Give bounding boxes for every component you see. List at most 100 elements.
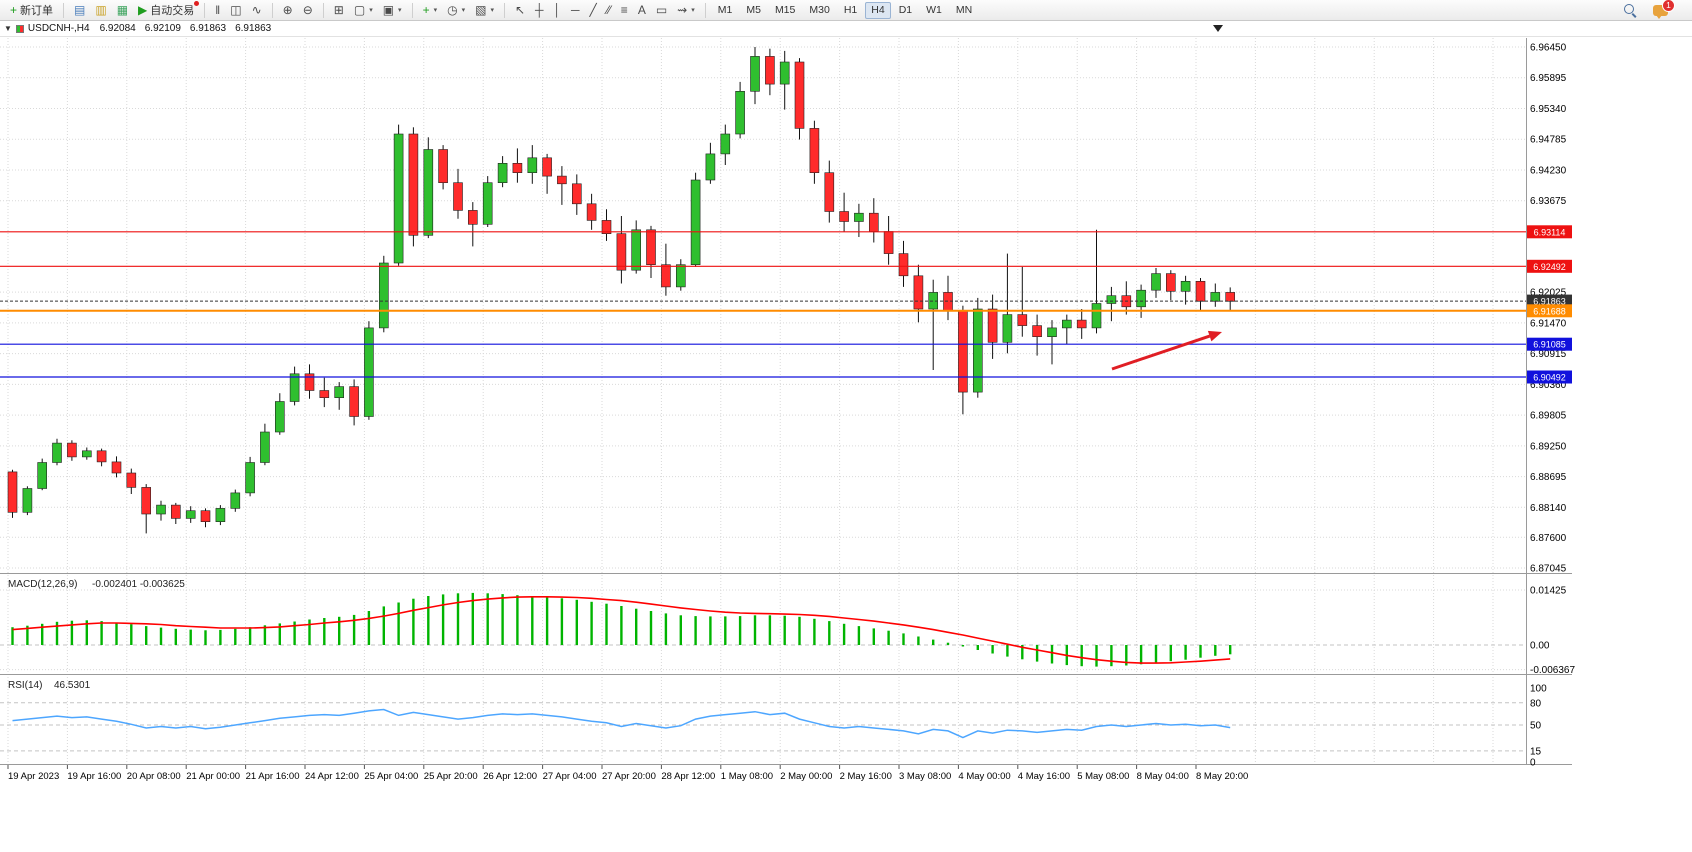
- svg-text:6.90915: 6.90915: [1530, 349, 1567, 360]
- text-icon[interactable]: A: [634, 2, 650, 18]
- profiles-icon[interactable]: ▣ ▾: [379, 2, 406, 18]
- svg-text:8 May 04:00: 8 May 04:00: [1137, 771, 1189, 782]
- new-chart-icon-glyph: ▢: [353, 3, 366, 17]
- svg-text:6.89805: 6.89805: [1530, 411, 1567, 422]
- tile-windows-icon[interactable]: ⊞: [330, 2, 348, 18]
- svg-text:24 Apr 12:00: 24 Apr 12:00: [305, 771, 359, 782]
- ohlc-low: 6.91863: [189, 23, 227, 34]
- timeframe-m15[interactable]: M15: [774, 4, 796, 16]
- horizontal-line-icon[interactable]: ─: [567, 2, 584, 18]
- chart-menu-caret-icon[interactable]: ▼: [4, 24, 12, 33]
- tile-windows-icon-glyph: ⊞: [333, 3, 344, 17]
- dropdown-caret-icon: ▾: [398, 7, 402, 14]
- svg-text:21 Apr 00:00: 21 Apr 00:00: [186, 771, 240, 782]
- rsi-label: RSI(14): [8, 680, 42, 691]
- indicators-icon[interactable]: + ▾: [419, 2, 442, 18]
- label-icon-glyph: ▭: [655, 3, 668, 17]
- autotrading-button[interactable]: ▶ 自动交易: [134, 0, 200, 20]
- new-order-button[interactable]: + 新订单: [6, 0, 57, 20]
- chart-title: USDCNH-,H4: [27, 23, 90, 34]
- time-axis[interactable]: [0, 765, 1526, 785]
- periods-icon[interactable]: ◷ ▾: [443, 2, 469, 18]
- timeframe-m1[interactable]: M1: [717, 4, 733, 16]
- ohlc-open: 6.92084: [99, 23, 136, 34]
- svg-text:0: 0: [1530, 758, 1536, 769]
- chart-bars-icon[interactable]: ‖: [211, 2, 224, 18]
- templates-icon[interactable]: ▧ ▾: [471, 2, 498, 18]
- svg-text:8 May 20:00: 8 May 20:00: [1196, 771, 1248, 782]
- new-order-button-glyph: +: [10, 3, 18, 17]
- ohlc-high: 6.92109: [144, 23, 181, 34]
- market-watch-icon[interactable]: ▤: [70, 2, 89, 18]
- svg-text:6.88140: 6.88140: [1530, 503, 1567, 514]
- svg-text:50: 50: [1530, 721, 1542, 732]
- templates-icon-glyph: ▧: [475, 3, 487, 17]
- channel-icon[interactable]: ⁄⁄: [603, 2, 615, 18]
- svg-text:6.91688: 6.91688: [1533, 306, 1566, 316]
- horizontal-line-icon-glyph: ─: [571, 3, 580, 17]
- chart-title-bar: ▼ USDCNH-,H4 6.92084 6.92109 6.91863 6.9…: [0, 21, 1692, 37]
- chart-canvas[interactable]: 6.96450 6.95895 6.95340 6.94785 6.94230 6.936…: [0, 37, 1692, 852]
- vertical-line-icon[interactable]: │: [550, 2, 566, 18]
- price-axis[interactable]: [1526, 38, 1692, 765]
- svg-text:27 Apr 20:00: 27 Apr 20:00: [602, 771, 656, 782]
- svg-text:6.94785: 6.94785: [1530, 135, 1567, 146]
- timeframe-w1[interactable]: W1: [926, 4, 942, 16]
- channel-icon-glyph: ⁄⁄: [606, 3, 611, 17]
- cursor-icon[interactable]: ↖: [511, 2, 529, 18]
- svg-text:6.91470: 6.91470: [1530, 318, 1567, 329]
- svg-text:6.87045: 6.87045: [1530, 564, 1567, 575]
- timeframe-m5[interactable]: M5: [746, 4, 761, 16]
- label-icon[interactable]: ▭: [652, 2, 671, 18]
- chat-bubble-icon: [1653, 4, 1668, 19]
- chart-bars-icon-glyph: ‖: [215, 3, 221, 17]
- scroll-to-end-marker[interactable]: [1213, 25, 1223, 32]
- timeframe-m30[interactable]: M30: [809, 4, 830, 16]
- svg-text:6.95895: 6.95895: [1530, 73, 1567, 84]
- new-chart-icon[interactable]: ▢ ▾: [350, 2, 377, 18]
- svg-text:6.90492: 6.90492: [1533, 373, 1566, 383]
- svg-text:6.91085: 6.91085: [1533, 340, 1566, 350]
- chart-line-icon-glyph: ∿: [251, 3, 262, 17]
- svg-text:19 Apr 2023: 19 Apr 2023: [8, 771, 59, 782]
- svg-text:80: 80: [1530, 698, 1542, 709]
- macd-label: MACD(12,26,9): [8, 579, 77, 590]
- autotrading-button-label: 自动交易: [150, 5, 195, 17]
- main-toolbar: + 新订单 ▤ ▥ ▦ ▶ 自动交易 ‖ ◫ ∿ ⊕ ⊖ ⊞ ▢ ▾ ▣ ▾ + ▾ ◷ ▾ ▧ ▾ ↖ ┼ │ ─ ╱ ⁄⁄ ≡ A ▭ ⇝ ▾…: [0, 0, 1692, 21]
- navigator-icon[interactable]: ▥: [91, 2, 110, 18]
- svg-text:26 Apr 12:00: 26 Apr 12:00: [483, 771, 537, 782]
- vertical-line-icon-glyph: │: [553, 3, 562, 17]
- svg-text:2 May 00:00: 2 May 00:00: [780, 771, 832, 782]
- toolbar-separator: [271, 2, 273, 18]
- zoom-out-icon-glyph: ⊖: [302, 3, 313, 17]
- svg-text:6.89250: 6.89250: [1530, 441, 1567, 452]
- svg-text:20 Apr 08:00: 20 Apr 08:00: [127, 771, 181, 782]
- indicators-icon-glyph: +: [422, 3, 430, 17]
- zoom-in-icon-glyph: ⊕: [282, 3, 293, 17]
- svg-text:-0.006367: -0.006367: [1530, 665, 1575, 676]
- notifications-button[interactable]: 1: [1653, 0, 1675, 19]
- navigator-icon-glyph: ▥: [95, 3, 107, 17]
- zoom-in-icon[interactable]: ⊕: [279, 2, 297, 18]
- macd-values: -0.002401 -0.003625: [92, 579, 185, 590]
- timeframe-d1[interactable]: D1: [898, 4, 913, 16]
- timeframe-h1[interactable]: H1: [843, 4, 858, 16]
- toolbar-separator: [63, 2, 65, 18]
- market-watch-icon-glyph: ▤: [74, 3, 86, 17]
- svg-text:0.01425: 0.01425: [1530, 586, 1567, 597]
- trendline-icon[interactable]: ╱: [586, 2, 601, 18]
- svg-text:4 May 00:00: 4 May 00:00: [958, 771, 1010, 782]
- timeframe-mn[interactable]: MN: [955, 4, 973, 16]
- svg-text:6.88695: 6.88695: [1530, 472, 1567, 483]
- fibonacci-icon[interactable]: ≡: [617, 2, 632, 18]
- terminal-icon[interactable]: ▦: [113, 2, 132, 18]
- search-icon[interactable]: [1623, 3, 1637, 17]
- chart-candles-icon[interactable]: ◫: [226, 2, 245, 18]
- crosshair-icon[interactable]: ┼: [531, 2, 548, 18]
- arrows-icon[interactable]: ⇝ ▾: [673, 2, 699, 18]
- chart-line-icon[interactable]: ∿: [248, 2, 266, 18]
- chart-ohlc: 6.92084 6.92109 6.91863 6.91863: [100, 23, 272, 34]
- svg-text:15: 15: [1530, 746, 1542, 757]
- zoom-out-icon[interactable]: ⊖: [299, 2, 317, 18]
- timeframe-h4[interactable]: H4: [865, 1, 891, 19]
